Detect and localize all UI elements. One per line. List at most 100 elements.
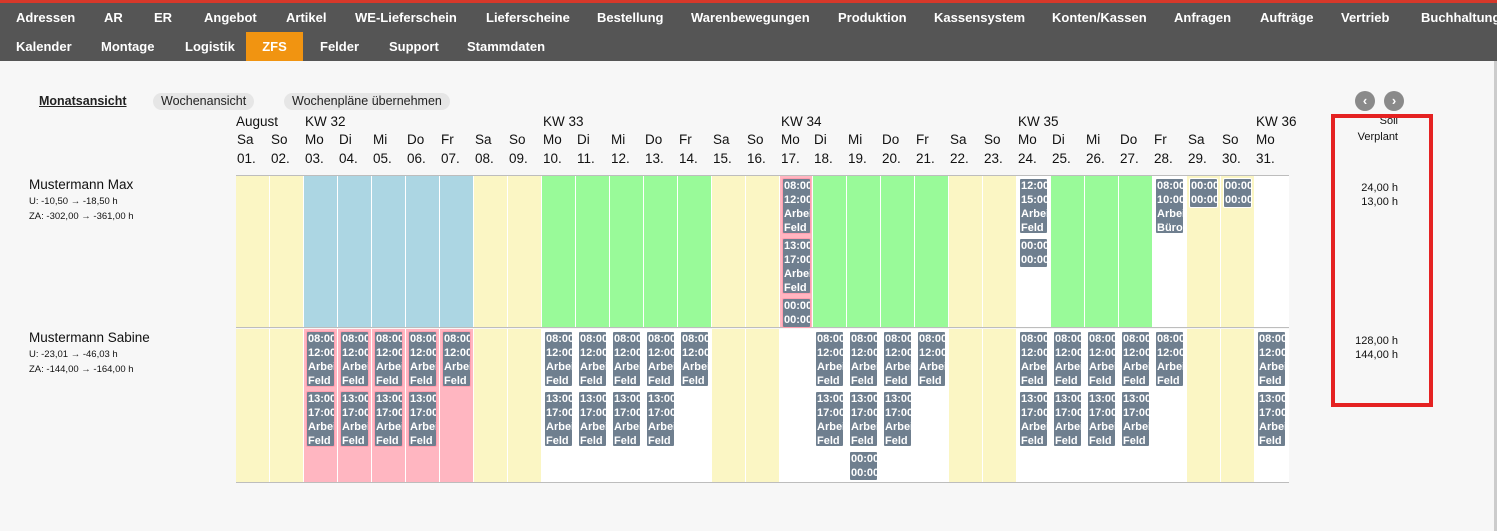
schedule-entry[interactable]: 08:00 10:00 Arbeit Büro	[1155, 178, 1184, 234]
schedule-entry[interactable]: 08:00 12:00 Arbeit Feld	[917, 331, 946, 387]
nav-item-felder[interactable]: Felder	[320, 39, 360, 54]
schedule-entry[interactable]: 13:00 17:00 Arbeit Feld	[578, 391, 607, 447]
schedule-entry[interactable]: 08:00 12:00 Arbeit Feld	[612, 331, 641, 387]
schedule-entry[interactable]: 13:00 17:00 Arbeit Feld	[340, 391, 369, 447]
nav-item-montage[interactable]: Montage	[101, 39, 155, 54]
day-cell[interactable]	[338, 176, 372, 327]
nav-item-konten-kassen[interactable]: Konten/Kassen	[1052, 10, 1147, 25]
day-cell[interactable]	[881, 176, 915, 327]
schedule-entry[interactable]: 08:00 12:00 Arbeit Feld	[1087, 331, 1116, 387]
nav-item-kassensystem[interactable]: Kassensystem	[934, 10, 1026, 25]
nav-item-er[interactable]: ER	[154, 10, 173, 25]
nav-item-support[interactable]: Support	[389, 39, 439, 54]
day-cell[interactable]	[270, 176, 304, 327]
schedule-entry[interactable]: 00:00 00:00	[782, 298, 811, 328]
day-cell[interactable]	[610, 176, 644, 327]
schedule-entry[interactable]: 13:00 17:00 Arbeit Feld	[408, 391, 437, 447]
day-cell[interactable]	[983, 329, 1017, 482]
day-cell[interactable]	[372, 176, 406, 327]
schedule-entry[interactable]: 13:00 17:00 Arbeit Feld	[1087, 391, 1116, 447]
day-cell[interactable]	[236, 176, 270, 327]
day-cell[interactable]	[236, 329, 270, 482]
schedule-entry[interactable]: 13:00 17:00 Arbeit Feld	[1257, 391, 1286, 447]
schedule-entry[interactable]: 00:00 00:00	[1223, 178, 1252, 208]
nav-item-angebot[interactable]: Angebot	[204, 10, 257, 25]
schedule-entry[interactable]: 13:00 17:00 Arbeit Feld	[374, 391, 403, 447]
schedule-entry[interactable]: 08:00 12:00 Arbeit Feld	[408, 331, 437, 387]
schedule-entry[interactable]: 08:00 12:00 Arbeit Feld	[306, 331, 335, 387]
day-cell[interactable]	[1051, 176, 1085, 327]
nav-item-warenbewegungen[interactable]: Warenbewegungen	[691, 10, 810, 25]
tab-wochenplaene-uebernehmen[interactable]: Wochenpläne übernehmen	[284, 93, 450, 110]
schedule-entry[interactable]: 08:00 12:00 Arbeit Feld	[544, 331, 573, 387]
nav-item-zfs[interactable]: ZFS	[246, 32, 303, 61]
schedule-entry[interactable]: 13:00 17:00 Arbeit Feld	[1121, 391, 1150, 447]
day-cell[interactable]	[1085, 176, 1119, 327]
day-cell[interactable]	[813, 176, 847, 327]
nav-item-kalender[interactable]: Kalender	[16, 39, 72, 54]
schedule-entry[interactable]: 08:00 12:00 Arbeit Feld	[1155, 331, 1184, 387]
day-cell[interactable]	[1119, 176, 1153, 327]
schedule-entry[interactable]: 08:00 12:00 Arbeit Feld	[1053, 331, 1082, 387]
schedule-entry[interactable]: 13:00 17:00 Arbeit Feld	[646, 391, 675, 447]
day-cell[interactable]	[746, 329, 780, 482]
employee-name[interactable]: Mustermann Sabine	[29, 330, 150, 345]
schedule-entry[interactable]: 08:00 12:00 Arbeit Feld	[680, 331, 709, 387]
day-cell[interactable]	[406, 176, 440, 327]
day-cell[interactable]	[576, 176, 610, 327]
schedule-entry[interactable]: 13:00 17:00 Arbeit Feld	[306, 391, 335, 447]
day-cell[interactable]	[644, 176, 678, 327]
nav-item-anfragen[interactable]: Anfragen	[1174, 10, 1232, 25]
day-cell[interactable]	[949, 329, 983, 482]
day-cell[interactable]	[1221, 329, 1255, 482]
schedule-entry[interactable]: 13:00 17:00 Arbeit Feld	[1053, 391, 1082, 447]
day-cell[interactable]	[915, 176, 949, 327]
schedule-entry[interactable]: 08:00 12:00 Arbeit Feld	[1121, 331, 1150, 387]
nav-item-lieferscheine[interactable]: Lieferscheine	[486, 10, 570, 25]
day-cell[interactable]	[542, 176, 576, 327]
schedule-entry[interactable]: 13:00 17:00 Arbeit Feld	[815, 391, 844, 447]
schedule-entry[interactable]: 13:00 17:00 Arbeit Feld	[1019, 391, 1048, 447]
day-cell[interactable]	[304, 176, 338, 327]
employee-name[interactable]: Mustermann Max	[29, 177, 134, 192]
schedule-entry[interactable]: 12:00 15:00 Arbeit Feld	[1019, 178, 1048, 234]
day-cell[interactable]	[780, 329, 813, 482]
nav-item-ar[interactable]: AR	[104, 10, 123, 25]
day-cell[interactable]	[1187, 329, 1221, 482]
tab-monatsansicht[interactable]: Monatsansicht	[39, 94, 127, 108]
schedule-entry[interactable]: 08:00 12:00 Arbeit Feld	[815, 331, 844, 387]
schedule-entry[interactable]: 00:00 00:00	[1189, 178, 1218, 208]
day-cell[interactable]	[474, 176, 508, 327]
nav-item-we-lieferschein[interactable]: WE-Lieferschein	[355, 10, 457, 25]
day-cell[interactable]	[746, 176, 780, 327]
schedule-entry[interactable]: 13:00 17:00 Arbeit Feld	[849, 391, 878, 447]
day-cell[interactable]	[678, 176, 712, 327]
schedule-entry[interactable]: 13:00 17:00 Arbeit Feld	[612, 391, 641, 447]
nav-item-artikel[interactable]: Artikel	[286, 10, 327, 25]
schedule-entry[interactable]: 00:00 00:00	[849, 451, 878, 481]
day-cell[interactable]	[474, 329, 508, 482]
nav-item-buchhaltung[interactable]: Buchhaltung	[1421, 10, 1497, 25]
schedule-entry[interactable]: 08:00 12:00 Arbeit Feld	[1257, 331, 1286, 387]
prev-month-button[interactable]: ‹	[1355, 91, 1375, 111]
nav-item-bestellung[interactable]: Bestellung	[597, 10, 664, 25]
day-cell[interactable]	[712, 176, 746, 327]
schedule-entry[interactable]: 13:00 17:00 Arbeit Feld	[782, 238, 811, 294]
tab-wochenansicht[interactable]: Wochenansicht	[153, 93, 255, 110]
nav-item-vertrieb[interactable]: Vertrieb	[1341, 10, 1390, 25]
schedule-entry[interactable]: 08:00 12:00 Arbeit Feld	[782, 178, 811, 234]
day-cell[interactable]	[440, 176, 474, 327]
day-cell[interactable]	[1255, 176, 1289, 327]
schedule-entry[interactable]: 13:00 17:00 Arbeit Feld	[883, 391, 912, 447]
nav-item-adressen[interactable]: Adressen	[16, 10, 76, 25]
schedule-entry[interactable]: 08:00 12:00 Arbeit Feld	[883, 331, 912, 387]
nav-item-logistik[interactable]: Logistik	[185, 39, 235, 54]
schedule-entry[interactable]: 00:00 00:00	[1019, 238, 1048, 268]
schedule-entry[interactable]: 08:00 12:00 Arbeit Feld	[374, 331, 403, 387]
day-cell[interactable]	[847, 176, 881, 327]
day-cell[interactable]	[712, 329, 746, 482]
schedule-entry[interactable]: 13:00 17:00 Arbeit Feld	[544, 391, 573, 447]
day-cell[interactable]	[508, 176, 542, 327]
schedule-entry[interactable]: 08:00 12:00 Arbeit Feld	[340, 331, 369, 387]
schedule-entry[interactable]: 08:00 12:00 Arbeit Feld	[442, 331, 471, 387]
